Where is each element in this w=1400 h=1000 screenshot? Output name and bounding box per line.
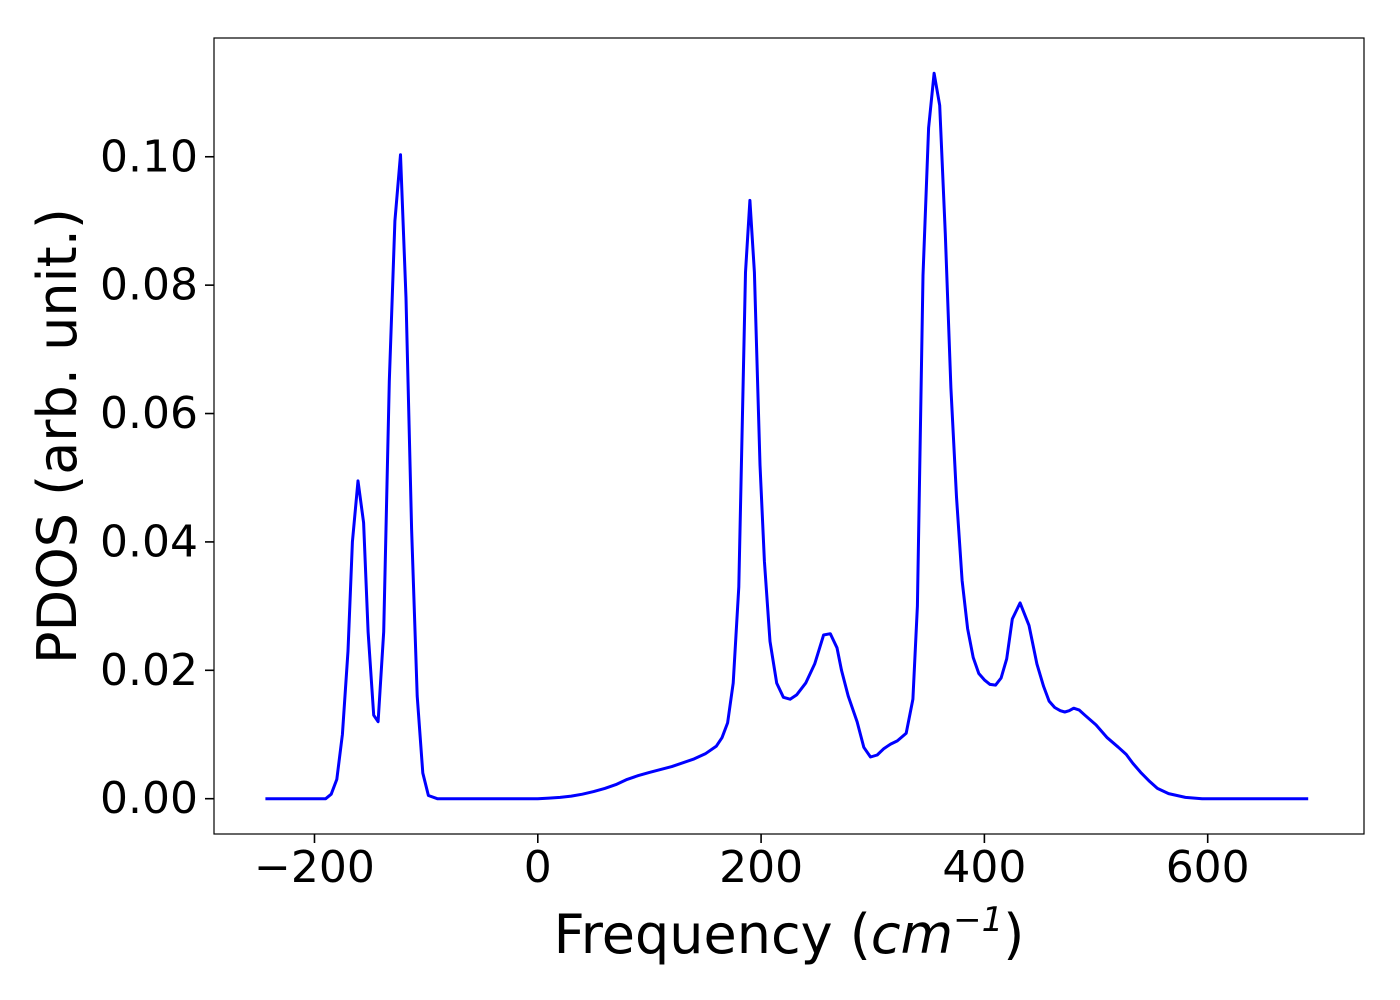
- x-tick-label: 600: [1166, 842, 1250, 893]
- y-tick-label: 0.00: [100, 773, 198, 824]
- y-axis: 0.00 0.02 0.04 0.06 0.08 0.10: [100, 131, 214, 824]
- x-tick-label: −200: [254, 842, 375, 893]
- x-axis-label-unit: cm: [871, 903, 953, 966]
- x-axis-label-close: ): [1003, 903, 1024, 966]
- x-tick-label: 400: [942, 842, 1026, 893]
- plot-frame: [213, 37, 1365, 835]
- x-axis-label-exponent: −1: [953, 900, 1003, 940]
- x-tick-label: 0: [524, 842, 552, 893]
- y-tick-label: 0.04: [100, 516, 198, 567]
- y-tick-label: 0.02: [100, 645, 198, 696]
- pdos-series-line: [265, 71, 1309, 801]
- x-axis-label-main: Frequency (: [554, 903, 871, 966]
- x-axis: −200 0 200 400 600: [254, 834, 1250, 893]
- x-axis-label: Frequency (cm−1): [554, 900, 1025, 966]
- y-tick-label: 0.06: [100, 388, 198, 439]
- y-tick-label: 0.08: [100, 260, 198, 311]
- y-tick-label: 0.10: [100, 131, 198, 182]
- x-tick-label: 200: [719, 842, 803, 893]
- y-axis-label: PDOS (arb. unit.): [26, 208, 89, 664]
